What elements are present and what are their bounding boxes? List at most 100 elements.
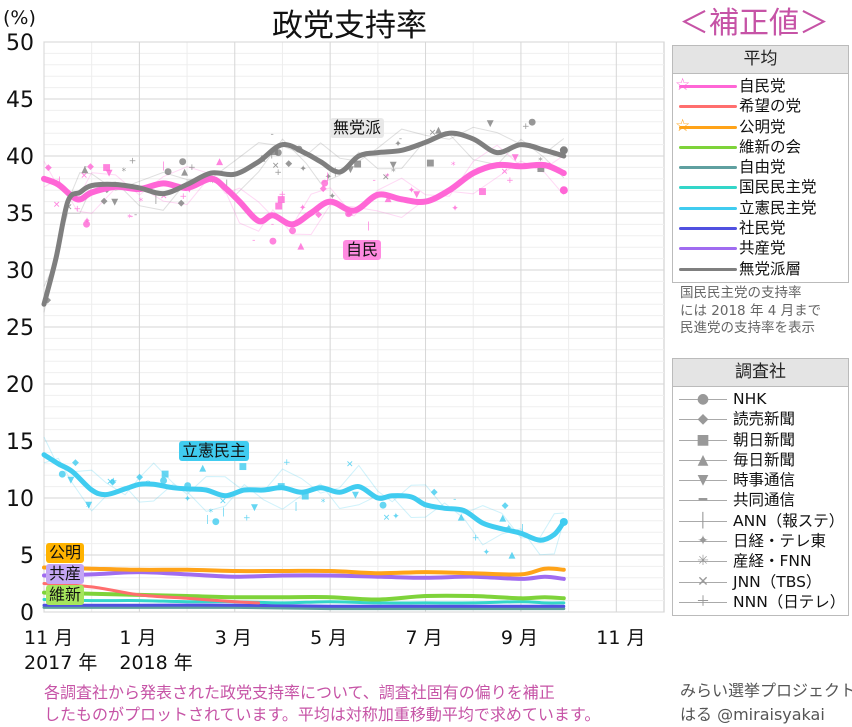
x-tick-label: 7 月 bbox=[406, 627, 443, 649]
y-axis-label: (%) bbox=[3, 7, 36, 29]
poll-marker: ✕ bbox=[53, 201, 61, 211]
source-legend-item: ● NHK bbox=[673, 389, 848, 409]
source-legend-label: JNN（TBS） bbox=[733, 572, 822, 591]
trace-cdp bbox=[43, 457, 565, 556]
poll-marker: + bbox=[279, 190, 287, 200]
y-tick-label: 15 bbox=[6, 430, 34, 455]
series-line-independent bbox=[41, 130, 567, 307]
y-tick-label: 25 bbox=[6, 316, 34, 341]
poll-marker: ◆ bbox=[72, 458, 79, 468]
legend-swatch bbox=[679, 145, 737, 149]
annotation-ishin: 維新 bbox=[46, 585, 85, 605]
vbar-icon: │ bbox=[698, 512, 708, 529]
star-icon: ☆ bbox=[675, 115, 691, 136]
poll-marker: ▲ bbox=[216, 157, 223, 167]
poll-marker: ▼ bbox=[413, 190, 420, 200]
poll-marker: ● bbox=[528, 118, 536, 128]
poll-marker: * bbox=[391, 168, 396, 178]
legend-item: ☆ 公明党 bbox=[673, 115, 848, 137]
poll-marker: ◆ bbox=[285, 159, 292, 169]
poll-marker: ▼ bbox=[111, 197, 118, 207]
poll-marker: ▲ bbox=[181, 167, 188, 177]
source-legend-line bbox=[679, 439, 727, 441]
poll-marker: ✕ bbox=[429, 129, 437, 139]
x-tick-label: 5 月 bbox=[310, 627, 347, 649]
plot-area: 0 5 10 15 20 25 30 35 40 45 50 11 月 1 月 3 月 5 月 7 月 9 月 1… bbox=[3, 7, 665, 674]
source-legend-label: 朝日新聞 bbox=[733, 430, 796, 449]
legend-label: 自民党 bbox=[739, 77, 786, 95]
poll-marker: - bbox=[134, 210, 137, 220]
diamond-icon: ◆ bbox=[697, 411, 709, 428]
legend-label: 希望の党 bbox=[739, 97, 802, 116]
dash-icon: ━ bbox=[698, 492, 708, 509]
legend-item: 国民民主党 bbox=[673, 177, 848, 197]
corrected-label: ＜補正値＞ bbox=[679, 6, 829, 41]
legend-item: 無党派層 bbox=[673, 259, 848, 279]
source-legend-line bbox=[679, 459, 727, 461]
end-marker-ldp bbox=[559, 186, 568, 195]
poll-marker: ✕ bbox=[346, 460, 354, 470]
poll-marker: | bbox=[294, 502, 297, 512]
trace-cdp bbox=[43, 436, 564, 539]
poll-marker: | bbox=[326, 172, 329, 182]
source-legend-item: ✦ 日経・テレ東 bbox=[673, 531, 848, 551]
poll-marker: ✦ bbox=[184, 494, 192, 504]
source-legend-label: 読売新聞 bbox=[733, 410, 796, 429]
y-tick-label: 50 bbox=[6, 31, 34, 56]
poll-marker: ▼ bbox=[106, 169, 113, 179]
source-legend-line bbox=[679, 399, 727, 400]
source-legend-item: ◆ 読売新聞 bbox=[673, 409, 848, 429]
poll-marker: - bbox=[271, 130, 274, 140]
legend-note: 国民民主党の支持率 には 2018 年 4 月まで 民進党の支持率を表示 bbox=[680, 285, 821, 338]
average-legend-header: 平均 bbox=[673, 46, 848, 74]
source-legend-line bbox=[679, 480, 727, 482]
poll-marker: ✦ bbox=[408, 186, 416, 196]
poll-marker: ◆ bbox=[45, 163, 52, 173]
poll-marker: + bbox=[110, 477, 118, 487]
legend-item: 共産党 bbox=[673, 238, 848, 258]
poll-marker: ◆ bbox=[315, 210, 322, 220]
poll-marker: ✕ bbox=[383, 513, 391, 523]
x-tick-label: 1 月 bbox=[119, 627, 156, 649]
poll-marker: ● bbox=[321, 179, 329, 189]
source-legend-line bbox=[679, 500, 727, 502]
poll-marker: ● bbox=[379, 500, 387, 510]
poll-marker: ✦ bbox=[299, 165, 307, 175]
poll-marker: | bbox=[222, 507, 225, 517]
poll-marker: | bbox=[154, 195, 157, 205]
poll-marker: ● bbox=[164, 167, 172, 177]
chart-title: 政党支持率 bbox=[272, 8, 427, 44]
legend-item: 自由党 bbox=[673, 157, 848, 177]
poll-marker: ● bbox=[289, 226, 297, 236]
poll-marker: ✦ bbox=[299, 203, 307, 213]
poll-marker: ◆ bbox=[502, 501, 509, 511]
source-legend-items: ● NHK ◆ 読売新聞 ■ 朝日新聞 ▲ 毎日新聞 ▼ 時事通信 ━ 共同通信 │ ANN（報ステ） ✦ 日… bbox=[673, 387, 848, 615]
source-legend-line bbox=[679, 561, 727, 563]
poll-marker: ▼ bbox=[390, 161, 397, 171]
poll-marker: ◆ bbox=[44, 295, 51, 305]
poll-marker: ◆ bbox=[87, 162, 94, 172]
poll-marker: - bbox=[252, 235, 255, 245]
source-legend-label: NHK bbox=[733, 390, 767, 408]
source-legend-label: 日経・テレ東 bbox=[733, 532, 827, 551]
poll-marker: ■ bbox=[478, 187, 487, 197]
poll-marker: ▲ bbox=[199, 464, 206, 474]
poll-marker: * bbox=[451, 161, 456, 171]
legend-swatch bbox=[679, 247, 737, 251]
series-line-komeito bbox=[42, 565, 566, 577]
cross-icon: ✕ bbox=[697, 573, 709, 590]
source-legend-line bbox=[679, 520, 727, 522]
poll-marker: ▲ bbox=[499, 513, 506, 523]
poll-marker: + bbox=[129, 156, 137, 166]
poll-marker: ▼ bbox=[487, 119, 494, 129]
legend-swatch bbox=[679, 85, 737, 88]
poll-marker: ▲ bbox=[509, 551, 516, 561]
poll-marker: - bbox=[84, 162, 87, 172]
footnote: 各調査社から発表された政党支持率について、調査社固有の偏りを補正 したものがプロ… bbox=[44, 682, 600, 726]
legend-label: 共産党 bbox=[739, 239, 786, 258]
poll-marker: ▲ bbox=[297, 242, 304, 252]
poll-marker: * bbox=[139, 197, 144, 207]
legend-swatch bbox=[679, 186, 737, 190]
poll-marker: ▲ bbox=[458, 512, 465, 522]
circle-icon: ● bbox=[696, 391, 710, 407]
